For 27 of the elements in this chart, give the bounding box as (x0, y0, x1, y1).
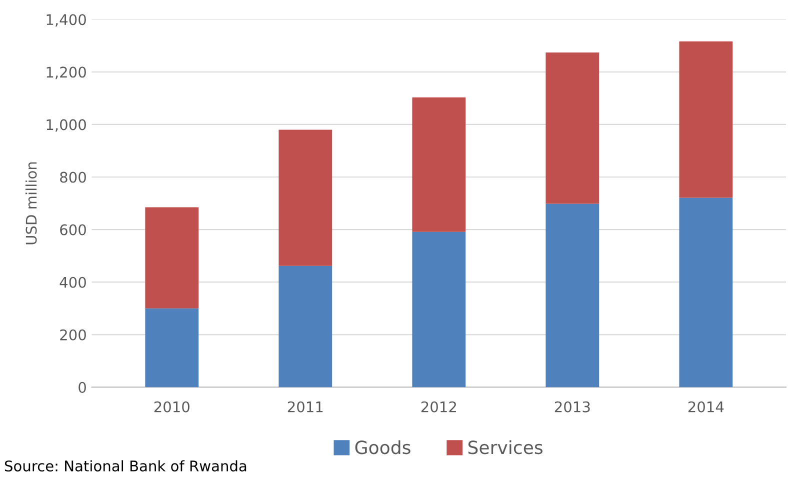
bar (546, 204, 600, 388)
y-tick-label: 800 (60, 172, 86, 183)
y-tick-label: 400 (60, 276, 86, 288)
y-tick-label: 600 (60, 224, 86, 236)
bar (679, 198, 733, 388)
y-tick-label: 1,000 (46, 119, 86, 132)
x-tick-label: 2012 (421, 401, 456, 412)
bar (278, 130, 332, 266)
bar (412, 97, 466, 232)
y-tick-label: 200 (60, 329, 86, 340)
bar (412, 232, 466, 388)
y-tick-label: 1,200 (46, 66, 86, 80)
y-tick-label: 0 (78, 382, 86, 393)
bar (145, 207, 199, 308)
x-tick-label: 2011 (288, 401, 323, 412)
y-tick-label: 1,400 (46, 14, 86, 27)
x-tick-label: 2010 (154, 401, 190, 412)
legend-label: Services (468, 440, 542, 454)
bar (278, 266, 332, 388)
y-axis-title: USD million (25, 162, 37, 244)
bar (679, 41, 733, 198)
bar (145, 308, 199, 388)
bar (546, 52, 600, 204)
source-note: Source: National Bank of Rwanda (4, 460, 246, 472)
x-tick-label: 2013 (554, 401, 590, 412)
x-tick-label: 2014 (688, 401, 724, 412)
legend-label: Goods (355, 440, 410, 454)
